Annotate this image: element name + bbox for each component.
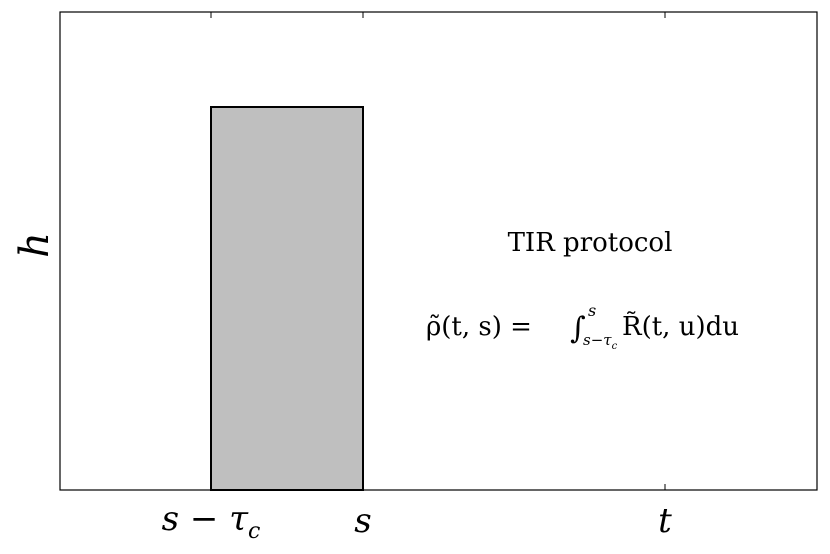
formula-lower: s−τc: [583, 331, 618, 352]
x-label: t: [658, 501, 672, 541]
x-label: s − τc: [162, 499, 261, 544]
ticks: [210, 12, 666, 490]
formula-rhs: R̃(t, u)du: [622, 311, 739, 342]
formula-upper: s: [588, 301, 596, 320]
formula-integral: ∫: [570, 311, 586, 346]
formula: ρ̃(t, s) = ∫ s s−τc R̃(t, u)du: [426, 301, 739, 352]
frame: [59, 11, 818, 491]
formula-lower-sub: c: [612, 341, 618, 352]
x-label-sub: c: [248, 519, 260, 544]
annotation: TIR protocol: [508, 228, 673, 258]
formula-lhs: ρ̃(t, s) =: [426, 312, 532, 342]
y-label: h: [12, 232, 58, 258]
pulse-window: [210, 106, 364, 491]
x-label: s: [354, 501, 371, 541]
formula-lower-text: s−τ: [583, 331, 612, 349]
x-label-text: s − τ: [162, 499, 250, 539]
